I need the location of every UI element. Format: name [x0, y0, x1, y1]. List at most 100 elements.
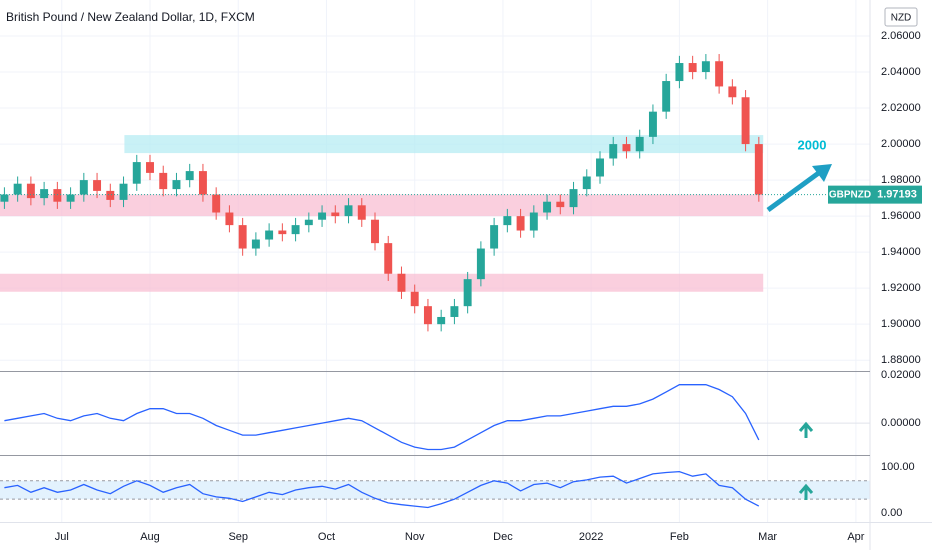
y-tick-label: 1.96000: [881, 210, 921, 222]
candle-body: [410, 291, 419, 307]
candle-body: [476, 248, 485, 280]
price-tag-label: 1.97193: [877, 189, 917, 201]
candle-body: [93, 180, 102, 191]
candle-body: [450, 306, 459, 317]
y-tick-label: 1.98000: [881, 174, 921, 186]
candle-body: [490, 225, 499, 249]
y-tick-label: 0.00000: [881, 417, 921, 429]
candle-body: [304, 219, 313, 226]
price-zone: [0, 194, 764, 217]
indicator-line: [4, 470, 760, 509]
candle-body: [291, 225, 300, 235]
candle-body: [265, 230, 274, 240]
plot-layer: [0, 0, 870, 522]
annotation-arrow: [766, 169, 822, 213]
y-tick-label: 0.02000: [881, 369, 921, 381]
candle-body: [331, 212, 340, 217]
candle-body: [251, 239, 260, 249]
candle-body: [582, 176, 591, 190]
currency-label: NZD: [891, 13, 912, 24]
candle-body: [119, 183, 128, 200]
candle-body: [437, 316, 446, 325]
candle-body: [371, 219, 379, 244]
candle-body: [40, 189, 49, 199]
candle-body: [675, 63, 684, 82]
x-tick-label: Nov: [405, 531, 425, 543]
candle-body: [754, 144, 763, 195]
x-tick-label: Aug: [140, 531, 160, 543]
signal-arrow: [798, 421, 814, 438]
y-tick-label: 1.90000: [881, 318, 921, 330]
candle-body: [79, 180, 88, 195]
candle-body: [556, 201, 565, 208]
candle-body: [609, 144, 618, 159]
candle-body: [225, 212, 234, 226]
candle-body: [423, 306, 432, 325]
level-band: [0, 480, 870, 500]
chart-title: British Pound / New Zealand Dollar, 1D, …: [6, 10, 255, 24]
y-tick-label: 2.02000: [881, 102, 921, 114]
candle-body: [741, 97, 750, 145]
signal-arrow: [798, 483, 814, 500]
y-tick-label: 2.06000: [881, 30, 921, 42]
x-tick-label: Feb: [670, 531, 689, 543]
candle-body: [397, 273, 406, 292]
candle-body: [715, 61, 724, 87]
symbol-tag: [828, 185, 872, 204]
candle-body: [198, 171, 207, 195]
x-tick-label: 2022: [579, 531, 603, 543]
y-tick-label: 2.00000: [881, 138, 921, 150]
candle-body: [66, 194, 75, 202]
candle-body: [146, 162, 154, 173]
candle-body: [13, 183, 22, 195]
symbol-label: GBPNZD: [829, 189, 871, 200]
candle-body: [26, 183, 35, 199]
x-tick-label: Apr: [847, 531, 864, 543]
candle-body: [238, 225, 247, 249]
candle-body: [516, 216, 525, 231]
candle-body: [344, 205, 353, 217]
candle-body: [648, 111, 657, 137]
candle-body: [0, 194, 9, 202]
candle-body: [662, 81, 671, 112]
price-zone: [124, 135, 764, 154]
candle-body: [132, 162, 141, 184]
y-tick-label: 0.00: [881, 507, 902, 519]
candle-body: [159, 172, 168, 190]
candle-body: [688, 63, 697, 73]
candle-body: [212, 194, 221, 213]
candle-body: [318, 212, 327, 220]
candle-body: [701, 61, 710, 73]
price-tag: [872, 185, 922, 204]
x-tick-label: Dec: [493, 531, 513, 543]
y-tick-label: 100.00: [881, 461, 915, 473]
candle-body: [596, 158, 604, 177]
price-zone: [0, 273, 764, 292]
candle-body: [622, 144, 631, 152]
candle-body: [463, 279, 472, 307]
candle-body: [185, 171, 194, 181]
x-tick-label: Oct: [318, 531, 335, 543]
currency-box: [884, 7, 918, 27]
x-tick-label: Sep: [228, 531, 248, 543]
annotation-arrow-head: [812, 164, 832, 182]
candle-body: [357, 205, 366, 220]
candle-body: [529, 212, 538, 231]
y-tick-label: 1.94000: [881, 246, 921, 258]
x-tick-label: Mar: [758, 531, 777, 543]
y-tick-label: 2.04000: [881, 66, 921, 78]
y-tick-label: 1.88000: [881, 354, 921, 366]
candle-body: [635, 136, 644, 152]
candle-body: [172, 180, 181, 190]
candle-body: [569, 189, 578, 208]
x-tick-label: Jul: [55, 531, 69, 543]
candle-body: [728, 86, 737, 98]
candle-body: [53, 189, 62, 202]
candle-body: [278, 230, 287, 235]
indicator-line: [4, 384, 760, 451]
y-tick-label: 1.92000: [881, 282, 921, 294]
candle-body: [503, 216, 512, 226]
candle-body: [384, 243, 393, 274]
candle-body: [106, 190, 115, 200]
